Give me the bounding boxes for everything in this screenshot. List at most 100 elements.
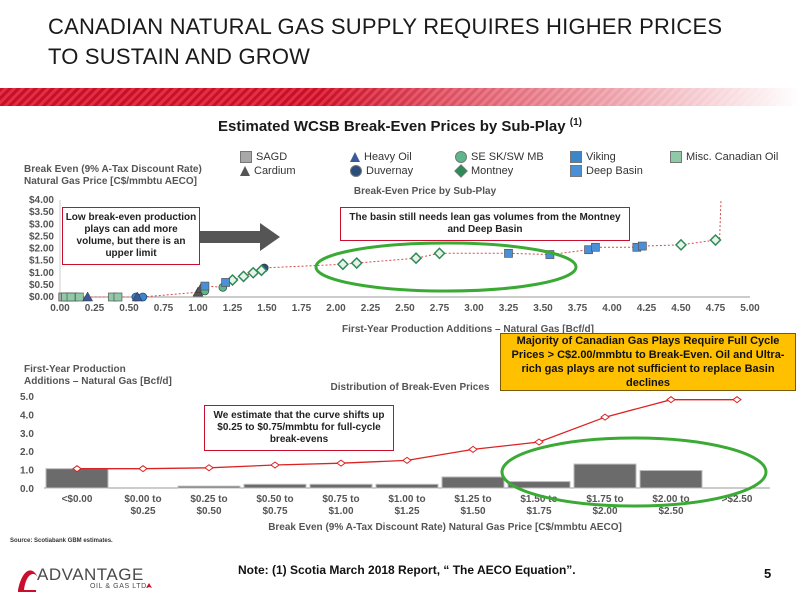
legend-item-duvernay: Duvernay	[350, 165, 413, 177]
point-heavy-oil	[131, 291, 143, 302]
top-x-tick-label: 2.25	[361, 303, 381, 314]
bottom-axes: 0.0 1.0 2.0 3.0 4.0 5.0 <$0.00 $0.00 to$0.25 $0.…	[20, 392, 770, 517]
bottom-y-tick-label: 3.0	[20, 429, 34, 440]
point-deep-basin	[638, 241, 647, 251]
bottom-x-tick-label: $1.50 to	[520, 494, 557, 505]
bottom-y-tick-label: 0.0	[20, 484, 34, 495]
top-inner-title: Break-Even Price by Sub-Play	[354, 186, 497, 197]
legend-label: Deep Basin	[586, 165, 643, 177]
advantage-logo	[18, 570, 152, 592]
legend-label: Viking	[586, 151, 616, 163]
legend-item-sagd: SAGD	[240, 151, 287, 163]
callout-basin-needs: The basin still needs lean gas volumes f…	[340, 207, 630, 241]
legend-label: Misc. Canadian Oil	[686, 151, 779, 163]
bottom-x-tick-label: $1.25	[394, 506, 419, 517]
cumulative-point	[72, 465, 82, 473]
top-x-tick-label: 3.00	[464, 303, 484, 314]
bottom-bar	[177, 485, 241, 489]
legend-label: SAGD	[256, 151, 288, 163]
top-y-tick-label: $2.50	[29, 231, 54, 242]
montney-diamond-icon	[454, 164, 468, 178]
bottom-x-tick-label: $0.50	[196, 506, 221, 517]
point-misc-canadian-oil	[66, 292, 76, 302]
top-x-tick-label: 4.25	[637, 303, 657, 314]
top-ytitle-line2: Natural Gas Price [C$/mmbtu AECO]	[24, 176, 198, 187]
bottom-x-tick-label: $1.75 to	[586, 494, 623, 505]
legend-item-heavy-oil: Heavy Oil	[350, 151, 412, 163]
top-points	[58, 233, 722, 302]
top-y-tick-label: $3.50	[29, 207, 54, 218]
point-heavy-oil	[82, 291, 94, 302]
top-x-tick-label: 1.50	[257, 303, 277, 314]
logo-subtitle: OIL & GAS LTD.	[90, 583, 150, 590]
cumulative-point	[204, 464, 214, 472]
top-y-tick-label: $1.50	[29, 256, 54, 267]
top-y-tick-label: $1.00	[29, 268, 54, 279]
bottom-x-tick-label: $0.75	[262, 506, 287, 517]
point-misc-canadian-oil	[74, 292, 84, 302]
top-y-tick-label: $4.00	[29, 195, 54, 206]
bottom-x-tick-label: $2.00 to	[652, 494, 689, 505]
point-montney	[409, 252, 423, 265]
maple-leaf-icon	[146, 583, 152, 588]
heavy-oil-triangle-icon	[350, 152, 360, 162]
legend-item-montney: Montney	[454, 164, 514, 178]
chart-title-text: Estimated WCSB Break-Even Prices by Sub-…	[217, 118, 566, 135]
cumulative-point	[666, 396, 676, 404]
legend-item-cardium: Cardium	[240, 165, 296, 177]
bottom-x-tick-label: $0.00 to	[124, 494, 161, 505]
point-montney	[674, 238, 688, 251]
bottom-ytitle: First-Year Production Additions – Natura…	[24, 364, 224, 388]
top-ytitle-line1: Break Even (9% A-Tax Discount Rate)	[24, 164, 202, 175]
legend-label: Duvernay	[366, 165, 414, 177]
misc-canadian-oil-square-icon	[670, 151, 682, 163]
green-highlight-ellipse-top	[314, 241, 578, 293]
legend-item-misc-canadian-oil: Misc. Canadian Oil	[670, 151, 778, 163]
point-deep-basin	[200, 281, 210, 291]
right-arrow-icon	[200, 223, 280, 251]
point-deep-basin	[221, 278, 230, 287]
bottom-bars	[45, 463, 703, 489]
point-misc-canadian-oil	[113, 292, 123, 302]
chart-title: Estimated WCSB Break-Even Prices by Sub-…	[0, 117, 800, 135]
bottom-x-tick-label: >$2.50	[722, 494, 753, 505]
cumulative-point	[732, 396, 742, 404]
bottom-x-tick-label: $0.50 to	[256, 494, 293, 505]
legend-item-viking: Viking	[570, 151, 616, 163]
top-y-tick-label: $0.50	[29, 280, 54, 291]
page-number: 5	[764, 566, 772, 581]
top-x-tick-label: 5.00	[740, 303, 760, 314]
point-montney	[433, 247, 446, 260]
bottom-bar	[441, 476, 505, 489]
legend-label: SE SK/SW MB	[471, 151, 544, 163]
top-xlabel: First-Year Production Additions – Natura…	[342, 324, 594, 335]
point-deep-basin	[591, 242, 600, 252]
bottom-x-tick-label: <$0.00	[62, 494, 93, 505]
cumulative-point	[468, 445, 478, 453]
bottom-x-tick-label: $2.00	[592, 506, 617, 517]
callout-curve-shift: We estimate that the curve shifts up $0.…	[204, 405, 394, 451]
footnote: Note: (1) Scotia March 2018 Report, “ Th…	[238, 563, 576, 577]
bottom-chart: Distribution of Break-Even Prices 0.0 1.0…	[20, 382, 770, 533]
logo-flame-icon	[18, 570, 38, 590]
bottom-inner-title: Distribution of Break-Even Prices	[331, 382, 490, 393]
bottom-ytitle-line2: Additions – Natural Gas [Bcf/d]	[24, 376, 172, 387]
top-chart: Break-Even Price by Sub-Play 0.00 0.25 0.5…	[29, 186, 760, 335]
legend-label: Heavy Oil	[364, 151, 412, 163]
cumulative-point	[600, 413, 610, 421]
point-montney	[709, 233, 722, 247]
cumulative-point	[138, 465, 148, 473]
bottom-y-tick-label: 4.0	[20, 410, 34, 421]
bottom-bar	[309, 483, 373, 489]
bottom-bar	[375, 483, 439, 489]
point-montney	[237, 270, 250, 283]
bottom-x-tick-label: $1.25 to	[454, 494, 491, 505]
legend-label: Montney	[471, 165, 514, 177]
bottom-x-tick-label: $1.00	[328, 506, 353, 517]
bottom-x-tick-label: $2.50	[658, 506, 683, 517]
callout-low-break-even: Low break-even production plays can add …	[62, 207, 200, 265]
top-x-tick-label: 0.00	[50, 303, 70, 314]
viking-pentagon-icon	[570, 151, 582, 163]
top-x-tick-label: 3.75	[568, 303, 588, 314]
red-header-band	[0, 88, 800, 106]
